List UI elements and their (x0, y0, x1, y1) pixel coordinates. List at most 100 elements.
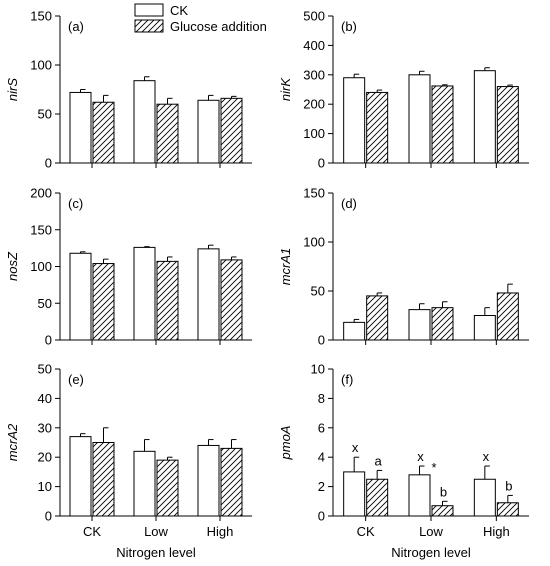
panel-a: 0 50 100 150 nirS (a) (5, 9, 252, 171)
panel-label: (d) (341, 196, 357, 211)
y-tick-label: 200 (303, 97, 325, 112)
significance-label: x (352, 440, 359, 455)
legend-label-ck: CK (170, 3, 188, 18)
panel-label: (a) (68, 19, 84, 34)
panel-label: (e) (68, 372, 84, 387)
y-tick-label: 0 (45, 156, 52, 171)
y-tick-label: 0 (45, 509, 52, 524)
y-tick-label: 40 (38, 391, 52, 406)
y-tick-label: 100 (30, 259, 52, 274)
y-tick-label: 300 (303, 67, 325, 82)
significance-label: * (431, 460, 436, 475)
y-tick-label: 50 (38, 362, 52, 377)
bar-ck (133, 450, 156, 517)
y-tick-label: 50 (38, 107, 52, 122)
bar-ck (133, 80, 156, 164)
bar-ck (343, 77, 366, 164)
bar-ck (197, 248, 220, 341)
bar-glucose (92, 263, 115, 341)
bar-ck (408, 309, 431, 341)
bar-ck (69, 91, 92, 164)
y-axis-label: nirS (5, 78, 20, 101)
x-tick-label: Low (144, 524, 168, 539)
x-tick-label: CK (83, 524, 101, 539)
y-tick-label: 100 (303, 126, 325, 141)
bar-glucose (220, 447, 243, 517)
bar-glucose (220, 259, 243, 341)
y-tick-label: 0 (318, 156, 325, 171)
panel-d: 0 50 100 150 mcrA1 (d) (278, 186, 529, 348)
bar-glucose (431, 307, 454, 341)
significance-label: b (440, 484, 447, 499)
y-tick-label: 0 (45, 333, 52, 348)
y-tick-label: 200 (30, 186, 52, 201)
bar-glucose (92, 442, 115, 517)
bar-glucose (496, 86, 519, 164)
significance-label: a (375, 453, 383, 468)
y-tick-label: 50 (38, 296, 52, 311)
legend: CK Glucose addition (134, 3, 267, 34)
bar-glucose (496, 292, 519, 341)
y-tick-label: 500 (303, 9, 325, 24)
bar-ck (473, 478, 496, 517)
y-tick-label: 10 (38, 479, 52, 494)
bar-ck (343, 471, 366, 517)
panels: 050100150nirS(a)0100200300400500nirK(b)0… (5, 9, 529, 560)
legend-label-glucose: Glucose addition (170, 19, 267, 34)
bar-ck (473, 315, 496, 341)
legend-swatch-ck (134, 3, 164, 17)
bar-glucose (156, 459, 179, 517)
bar-glucose (496, 502, 519, 517)
panel-label: (b) (341, 19, 357, 34)
x-tick-label: High (483, 524, 510, 539)
y-axis-label: nirK (278, 77, 293, 101)
y-tick-label: 150 (303, 186, 325, 201)
bar-ck (197, 444, 220, 517)
y-tick-label: 100 (30, 58, 52, 73)
y-tick-label: 100 (303, 235, 325, 250)
y-tick-label: 6 (318, 420, 325, 435)
bar-ck (473, 70, 496, 164)
x-tick-label: CK (357, 524, 375, 539)
bar-ck (408, 74, 431, 164)
y-tick-label: 400 (303, 38, 325, 53)
y-tick-label: 10 (311, 362, 325, 377)
y-tick-label: 0 (318, 333, 325, 348)
legend-swatch-glucose (134, 19, 164, 33)
bar-glucose (366, 91, 389, 164)
y-axis-label: pmoA (278, 426, 293, 461)
y-axis-label: nosZ (5, 251, 20, 281)
x-tick-label: High (207, 524, 234, 539)
y-tick-label: 20 (38, 450, 52, 465)
y-tick-label: 30 (38, 420, 52, 435)
x-axis-label: Nitrogen level (116, 545, 196, 560)
bar-ck (408, 474, 431, 517)
x-tick-label: Low (419, 524, 443, 539)
y-tick-label: 150 (30, 9, 52, 24)
y-tick-label: 4 (318, 450, 325, 465)
bar-glucose (156, 103, 179, 164)
panel-label: (f) (341, 372, 353, 387)
bar-ck (197, 99, 220, 164)
y-tick-label: 150 (30, 222, 52, 237)
y-tick-label: 50 (311, 284, 325, 299)
bar-glucose (156, 260, 179, 341)
bar-glucose (366, 478, 389, 517)
bar-ck (343, 321, 366, 341)
significance-label: x (483, 449, 490, 464)
y-axis-label: mcrA1 (278, 248, 293, 286)
bar-glucose (431, 505, 454, 517)
significance-label: x (417, 449, 424, 464)
y-tick-label: 2 (318, 479, 325, 494)
y-tick-label: 8 (318, 391, 325, 406)
y-tick-label: 0 (318, 509, 325, 524)
panel-c: 0 50 100 150 200 nosZ (c) (5, 186, 252, 348)
significance-label: b (505, 478, 512, 493)
bar-ck (69, 252, 92, 341)
panel-label: (c) (68, 196, 83, 211)
panel-b: 0 100 200 300 400 500 nirK (b) (278, 9, 529, 171)
x-axis-label: Nitrogen level (391, 545, 471, 560)
bar-ck (69, 436, 92, 517)
